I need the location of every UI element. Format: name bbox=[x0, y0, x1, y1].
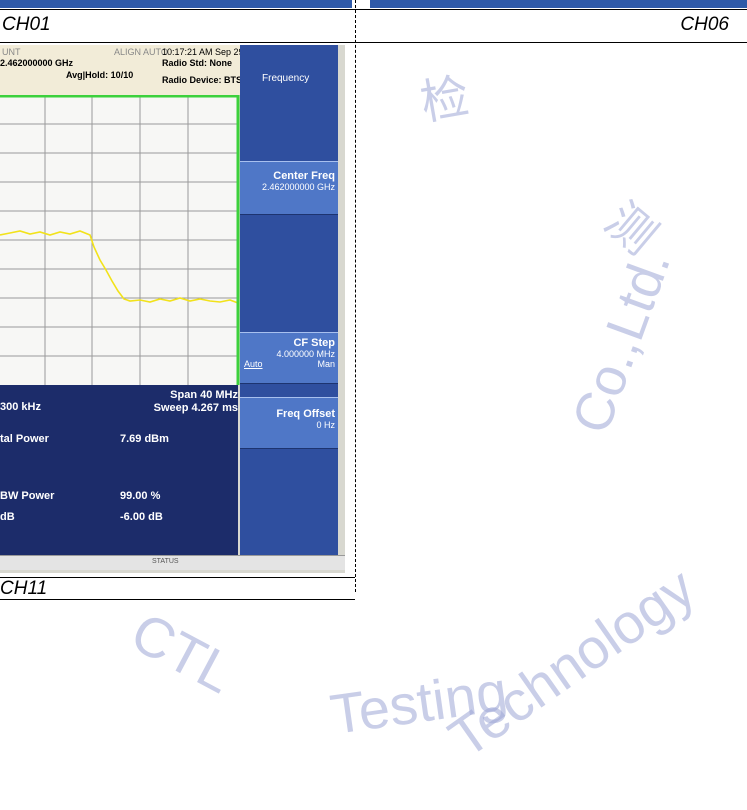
cell-label: CH01 bbox=[2, 14, 51, 36]
softkey[interactable]: Center Freq 2.462000000 GHz bbox=[240, 161, 338, 215]
cell-divider bbox=[355, 0, 356, 592]
softkey-option: Auto bbox=[244, 359, 263, 369]
watermark: Co.,Ltd. bbox=[560, 242, 683, 441]
analyzer-text: 2.462000000 GHz bbox=[0, 58, 73, 68]
watermark: 检 bbox=[414, 56, 473, 133]
analyzer-text: Avg|Hold: 10/10 bbox=[66, 70, 133, 80]
top-bar bbox=[370, 0, 747, 8]
analyzer-screen: UNT ALIGN AUTO 10:17:21 AM Sep 29, 2018 … bbox=[0, 45, 345, 573]
cell-label: CH06 bbox=[680, 14, 729, 36]
analyzer-text: -6.00 dB bbox=[120, 511, 163, 523]
analyzer-text: Radio Std: None bbox=[162, 58, 232, 68]
analyzer-text: tal Power bbox=[0, 433, 49, 445]
softkey-value: 0 Hz bbox=[240, 420, 335, 430]
rule bbox=[0, 42, 747, 43]
spectrum-plot bbox=[0, 95, 240, 385]
analyzer-text: ALIGN AUTO bbox=[114, 47, 168, 57]
softkey-label: Center Freq bbox=[240, 170, 335, 182]
analyzer-text: BW Power bbox=[0, 490, 54, 502]
softkey[interactable]: Freq Offset 0 Hz bbox=[240, 397, 338, 449]
analyzer-text: 300 kHz bbox=[0, 401, 41, 413]
top-bar bbox=[0, 0, 352, 8]
analyzer-text: 99.00 % bbox=[120, 490, 160, 502]
softkey-option: Man bbox=[317, 359, 335, 369]
cell-label: CH11 bbox=[0, 578, 47, 600]
analyzer-text: 7.69 dBm bbox=[120, 433, 169, 445]
status-text: STATUS bbox=[152, 558, 179, 565]
softkey-panel bbox=[240, 45, 338, 555]
softkey-label: CF Step bbox=[240, 337, 335, 349]
watermark: CTL bbox=[121, 599, 245, 706]
menu-title: Frequency bbox=[262, 73, 309, 84]
report-page: CH01 CH06 UNT ALIGN AUTO 10:17:21 AM Sep… bbox=[0, 0, 747, 810]
analyzer-text: Span 40 MHz bbox=[170, 389, 238, 401]
rule bbox=[0, 577, 355, 578]
analyzer-text: Radio Device: BTS bbox=[162, 75, 242, 85]
softkey[interactable]: CF Step 4.000000 MHz Auto Man bbox=[240, 332, 338, 384]
softkey-label: Freq Offset bbox=[240, 408, 335, 420]
rule bbox=[0, 9, 747, 10]
softkey-value: 4.000000 MHz bbox=[240, 349, 335, 359]
softkey-value: 2.462000000 GHz bbox=[240, 182, 335, 192]
analyzer-text: dB bbox=[0, 511, 15, 523]
analyzer-text: Sweep 4.267 ms bbox=[154, 402, 238, 414]
analyzer-text: UNT bbox=[2, 47, 21, 57]
rule bbox=[0, 599, 355, 600]
